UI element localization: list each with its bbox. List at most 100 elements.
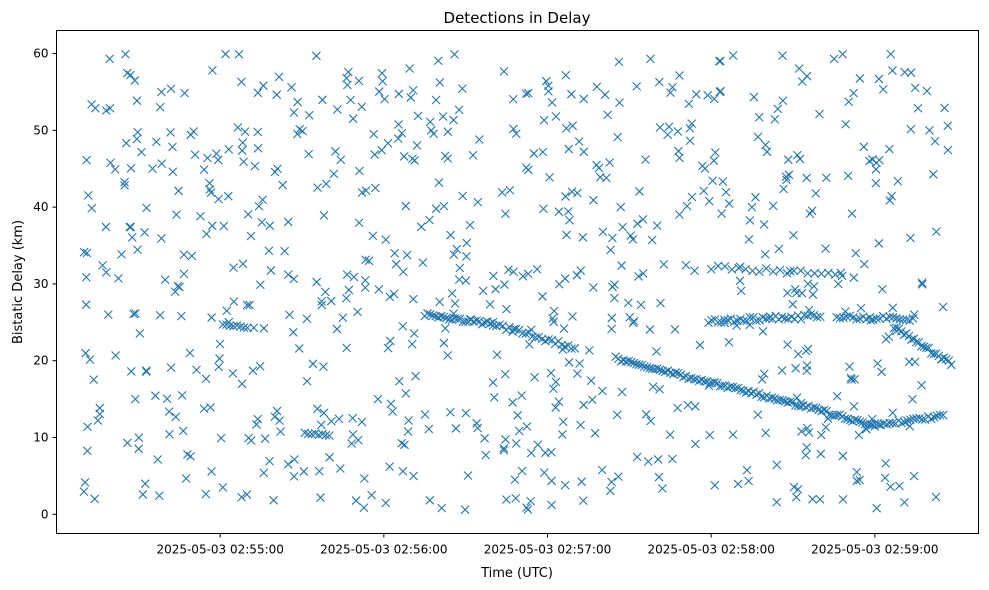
- data-point: [547, 476, 556, 486]
- data-point: [855, 74, 865, 83]
- data-point: [687, 192, 697, 202]
- data-point: [269, 495, 278, 505]
- data-point: [782, 175, 791, 185]
- data-point: [214, 362, 224, 372]
- data-point: [129, 309, 138, 319]
- data-point: [713, 317, 723, 327]
- data-point: [458, 191, 468, 201]
- data-point: [517, 466, 527, 476]
- data-point: [597, 465, 607, 475]
- data-point: [870, 418, 880, 428]
- data-point: [385, 336, 395, 346]
- data-point: [406, 93, 416, 102]
- data-point: [254, 201, 264, 211]
- data-point: [597, 386, 607, 396]
- data-point: [522, 422, 532, 431]
- data-point: [577, 477, 587, 487]
- data-point: [764, 314, 774, 323]
- data-point: [142, 203, 151, 213]
- data-point: [747, 202, 757, 212]
- data-point: [922, 86, 932, 96]
- data-point: [721, 187, 731, 197]
- data-point: [240, 127, 250, 137]
- data-point: [153, 455, 163, 464]
- data-point: [594, 163, 604, 173]
- data-point: [943, 121, 953, 131]
- data-point: [472, 418, 482, 428]
- data-point: [418, 258, 428, 267]
- data-point: [540, 448, 550, 458]
- data-point: [342, 73, 351, 83]
- data-point: [852, 467, 862, 477]
- data-point: [255, 280, 265, 290]
- data-point: [754, 388, 764, 398]
- y-tick-label: 10: [33, 431, 48, 445]
- data-point: [170, 287, 180, 297]
- data-point: [840, 414, 850, 424]
- data-point: [260, 434, 270, 444]
- data-point: [832, 410, 842, 420]
- data-point: [541, 76, 551, 86]
- data-point: [166, 84, 176, 94]
- data-point: [792, 150, 802, 160]
- data-point: [505, 185, 515, 195]
- data-point: [514, 426, 524, 436]
- data-point: [288, 327, 298, 337]
- data-point: [439, 338, 449, 348]
- data-point: [89, 375, 99, 385]
- data-point: [335, 464, 345, 473]
- data-point: [783, 288, 792, 298]
- data-point: [203, 153, 212, 163]
- data-point: [81, 348, 91, 358]
- data-point: [745, 320, 755, 330]
- data-point: [728, 51, 738, 60]
- data-point: [368, 231, 378, 241]
- data-point: [653, 455, 663, 464]
- data-point: [248, 366, 258, 376]
- data-point: [533, 440, 543, 450]
- data-point: [928, 169, 938, 179]
- data-point: [354, 218, 364, 228]
- data-point: [420, 410, 430, 419]
- data-point: [455, 263, 465, 273]
- y-tick-label: 20: [33, 354, 48, 368]
- data-point: [854, 430, 864, 440]
- data-point: [746, 388, 756, 398]
- data-point: [568, 312, 577, 321]
- data-point: [359, 503, 369, 513]
- data-point: [567, 89, 576, 99]
- data-point: [179, 269, 189, 279]
- data-point: [357, 417, 367, 427]
- data-point: [895, 314, 905, 324]
- data-point: [302, 376, 312, 386]
- data-point: [626, 357, 636, 367]
- data-point: [185, 348, 195, 358]
- y-axis-label: Bistatic Delay (km): [11, 220, 26, 344]
- data-point: [793, 485, 803, 494]
- data-point: [639, 362, 649, 372]
- data-point: [199, 165, 209, 174]
- data-point: [687, 119, 697, 129]
- data-point: [751, 390, 761, 400]
- data-point: [270, 167, 280, 177]
- data-point: [906, 124, 916, 134]
- data-point: [504, 322, 514, 332]
- data-point: [655, 384, 664, 394]
- data-point: [435, 297, 444, 307]
- data-point: [881, 334, 891, 344]
- data-point: [578, 496, 588, 505]
- data-point: [215, 339, 225, 349]
- data-point: [386, 399, 396, 409]
- data-point: [433, 56, 443, 66]
- data-point: [809, 403, 819, 413]
- data-point: [586, 376, 596, 386]
- data-point: [126, 367, 136, 376]
- data-point: [944, 356, 954, 366]
- data-point: [802, 423, 812, 433]
- data-point: [714, 56, 724, 66]
- data-point: [723, 315, 733, 325]
- data-point: [236, 322, 245, 331]
- data-point: [735, 276, 745, 286]
- data-point: [134, 433, 144, 443]
- data-point: [695, 340, 705, 350]
